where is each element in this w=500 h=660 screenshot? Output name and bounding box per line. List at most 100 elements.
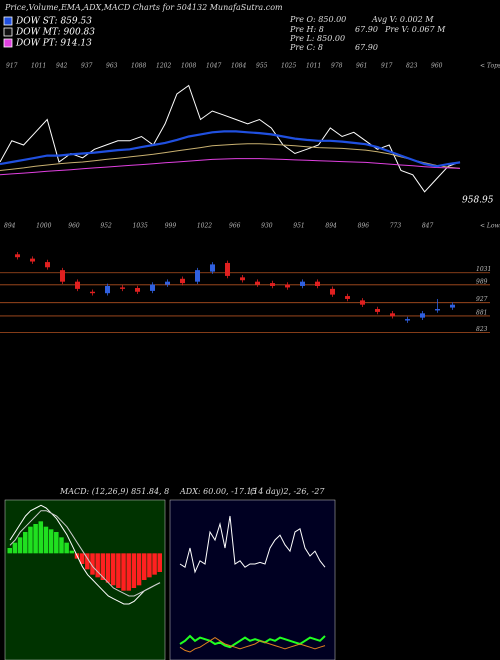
bottom-label: 896 [358, 223, 370, 230]
info: 67.90 [355, 43, 378, 52]
bottom-label: 847 [422, 223, 434, 230]
candle-body [315, 281, 320, 286]
candle-body [105, 285, 110, 294]
macd-bar [110, 553, 116, 586]
adx-line [179, 515, 326, 574]
macd-bar [48, 529, 54, 554]
candle-body [255, 281, 260, 285]
legend-label: DOW ST: 859.53 [15, 17, 92, 27]
macd-bar [121, 553, 126, 591]
adx-title: ADX: 60.00, -17.15 [179, 487, 257, 496]
level-label: 1031 [476, 266, 491, 273]
candle-body [30, 258, 35, 262]
adx-line [179, 634, 326, 649]
candle-body [375, 309, 380, 312]
macd-title: MACD: (12,26,9) 851.84, 8 [59, 487, 169, 496]
top-label: 1047 [206, 63, 221, 70]
candle-body [345, 296, 350, 299]
level-label: 927 [476, 296, 488, 303]
macd-bar [38, 521, 44, 554]
macd-bar [12, 542, 18, 554]
top-label: 937 [81, 63, 93, 70]
candle-body [450, 304, 455, 308]
macd-line [9, 504, 161, 605]
bottom-label: 951 [293, 223, 304, 230]
macd-bar [54, 532, 59, 554]
macd-bar [69, 550, 75, 554]
bottom-label: 952 [100, 223, 112, 230]
candle-body [330, 288, 335, 295]
macd-bar [152, 553, 157, 575]
info: Pre L: 850.00 [289, 34, 345, 43]
macd-bar [157, 553, 162, 572]
candle-body [75, 281, 80, 289]
top-label: 978 [331, 63, 343, 70]
adx-subtitle: (14 day)2, -26, -27 [250, 487, 325, 496]
top-label: 961 [356, 63, 367, 70]
macd-bar [95, 553, 100, 578]
info: Pre V: 0.067 M [384, 25, 446, 34]
macd-line [9, 510, 161, 597]
macd-bar [79, 553, 85, 564]
top-label: 1084 [231, 63, 246, 70]
macd-bar [100, 553, 106, 580]
candle-body [270, 283, 275, 286]
candle-body [300, 281, 305, 286]
info: 67.90 [355, 25, 378, 34]
bottom-label: 966 [229, 223, 241, 230]
candle-body [390, 313, 395, 317]
price-line [0, 84, 461, 193]
bottom-label: 894 [4, 223, 16, 230]
macd-bar [85, 553, 90, 570]
adx-line [179, 637, 326, 653]
candle-body [15, 254, 20, 258]
top-label: 1008 [181, 63, 196, 70]
macd-bar [28, 526, 33, 554]
adx-panel [169, 499, 336, 660]
macd-bar [7, 548, 12, 554]
price-line [0, 143, 461, 171]
candle-body [285, 284, 290, 288]
bottom-label: 999 [165, 223, 177, 230]
candle-body [420, 313, 425, 318]
top-label: 1011 [306, 63, 321, 70]
candle-body [150, 284, 155, 291]
bottom-label: 894 [325, 223, 337, 230]
macd-bar [43, 526, 49, 554]
legend-label: DOW MT: 900.83 [15, 28, 95, 38]
candle-body [180, 278, 185, 284]
top-label: 1202 [156, 63, 171, 70]
candle-body [60, 270, 65, 282]
top-label: 963 [106, 63, 118, 70]
candle-body [90, 291, 95, 294]
price-line [0, 130, 461, 168]
top-label: 955 [256, 63, 268, 70]
candle-body [360, 300, 365, 305]
top-label: 960 [431, 63, 443, 70]
lows-label: < Lows [480, 223, 500, 230]
top-label: 823 [406, 63, 418, 70]
bottom-label: 773 [390, 223, 402, 230]
price-line [0, 158, 461, 176]
candle-body [240, 277, 245, 281]
macd-bar [23, 532, 28, 554]
info: Pre O: 850.00 [289, 15, 346, 24]
candle-body [120, 287, 125, 289]
macd-bar [136, 553, 142, 586]
macd-bar [33, 524, 38, 554]
info: Pre H: 8 [289, 25, 324, 34]
last-price: 958.95 [462, 196, 494, 206]
bottom-label: 960 [68, 223, 80, 230]
candle-body [210, 264, 215, 272]
macd-bar [131, 553, 137, 588]
macd-bar [59, 537, 64, 554]
bottom-label: 1000 [36, 223, 51, 230]
macd-bar [147, 553, 152, 578]
macd-bar [126, 553, 131, 591]
info: Pre C: 8 [289, 43, 323, 52]
legend-label: DOW PT: 914.13 [15, 39, 92, 49]
macd-bar [116, 553, 121, 588]
candle-body [195, 270, 200, 282]
legend-swatch [3, 27, 13, 37]
